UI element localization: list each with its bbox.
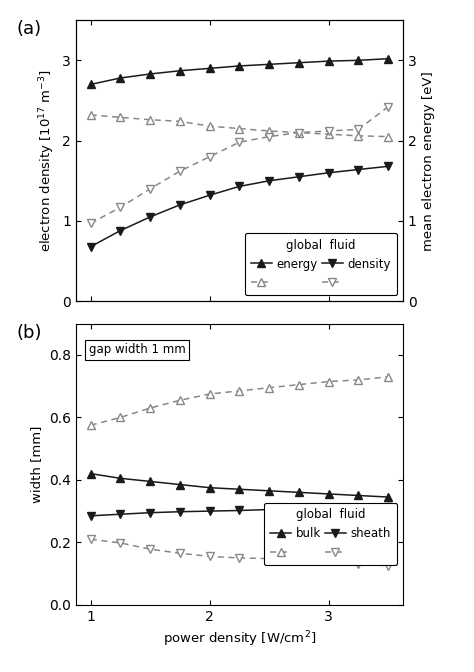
Legend: bulk, , sheath, : bulk, , sheath, <box>264 503 397 565</box>
Y-axis label: mean electron energy [eV]: mean electron energy [eV] <box>422 71 435 251</box>
Legend: energy, , density, : energy, , density, <box>245 233 397 295</box>
Text: gap width 1 mm: gap width 1 mm <box>89 343 186 356</box>
Text: (b): (b) <box>17 324 43 342</box>
Y-axis label: width [mm]: width [mm] <box>30 425 44 503</box>
Text: (a): (a) <box>17 20 42 38</box>
Y-axis label: electron density [10$^{17}$ m$^{-3}$]: electron density [10$^{17}$ m$^{-3}$] <box>37 69 56 252</box>
X-axis label: power density [W/cm$^2$]: power density [W/cm$^2$] <box>163 629 316 649</box>
